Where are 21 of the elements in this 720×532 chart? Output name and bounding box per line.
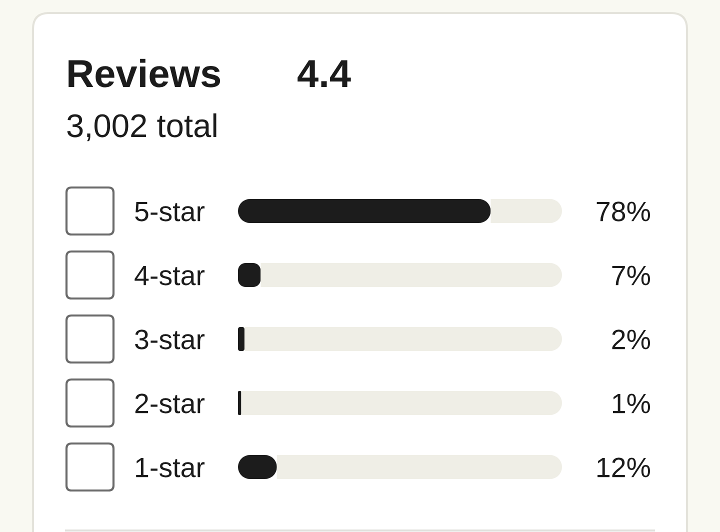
bar <box>238 391 242 415</box>
y-tick-label: 1-star <box>136 458 205 478</box>
y-tick-label: 2-star <box>135 394 205 414</box>
bar <box>238 199 491 223</box>
data-label: 78% <box>596 202 650 222</box>
bar <box>276 455 562 479</box>
chart-title: Reviews <box>68 58 220 88</box>
bar <box>241 391 562 415</box>
y-tick-label: 5-star <box>135 202 205 222</box>
data-label: 1% <box>612 394 650 414</box>
bar <box>260 263 562 287</box>
data-label: 12% <box>598 458 650 478</box>
text: 4.4 <box>298 60 351 87</box>
data-label: 2% <box>612 330 650 350</box>
y-tick-label: 4-star <box>134 266 205 286</box>
bar <box>490 199 562 223</box>
y-tick-label: 3-star <box>135 330 205 350</box>
bar <box>244 327 562 351</box>
data-label: 7% <box>612 266 650 286</box>
chart-subtitle: 3,002 total <box>67 113 216 142</box>
bar <box>238 327 244 351</box>
